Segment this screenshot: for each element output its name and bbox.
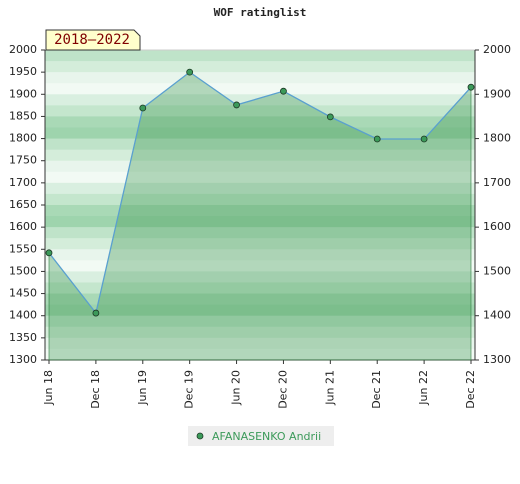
badge-text: 2018–2022 xyxy=(54,32,130,48)
legend-label: AFANASENKO Andrii xyxy=(212,430,321,443)
line xyxy=(48,71,472,315)
background-stripe xyxy=(45,61,475,73)
x-tick-label: Dec 18 xyxy=(89,370,102,409)
y-tick-label: 1400 xyxy=(9,309,37,322)
background-stripe xyxy=(45,293,475,306)
background-stripe xyxy=(45,116,475,128)
y2-tick-label: 1700 xyxy=(483,176,511,189)
badge: 2018–2022 xyxy=(45,29,141,51)
background-stripe xyxy=(45,315,475,328)
legend-box xyxy=(188,426,334,446)
marker xyxy=(45,249,53,257)
y-tick-label: 1800 xyxy=(9,132,37,145)
background-stripe xyxy=(45,193,475,206)
y2-tick-label: 1600 xyxy=(483,220,511,233)
y-tick-label: 1700 xyxy=(9,176,37,189)
background-stripe xyxy=(45,271,475,283)
marker xyxy=(139,104,147,112)
background-stripe xyxy=(45,50,475,62)
y-tick-label: 1350 xyxy=(9,331,37,344)
y-tick-label: 1850 xyxy=(9,109,37,122)
background-stripe xyxy=(45,216,475,228)
y2-tick-label: 1300 xyxy=(483,353,511,366)
marker xyxy=(233,101,240,109)
background-stripe xyxy=(45,238,475,250)
x-tick-label: Dec 19 xyxy=(183,370,196,409)
background-stripe xyxy=(45,304,475,317)
background-stripe xyxy=(45,72,475,84)
y2-tick-label: 1900 xyxy=(483,87,511,100)
y-tick-label: 1950 xyxy=(9,65,37,78)
marker xyxy=(280,87,287,95)
y-tick-label: 1450 xyxy=(9,287,37,300)
x-tick-label: Dec 20 xyxy=(276,370,289,409)
marker xyxy=(92,309,100,317)
x-tick-label: Dec 22 xyxy=(464,370,477,409)
marker xyxy=(326,113,334,121)
x-tick-label: Dec 21 xyxy=(370,370,383,409)
y-tick-label: 1300 xyxy=(9,353,37,366)
x-tick-label: Jun 21 xyxy=(323,370,336,406)
background-stripe xyxy=(45,182,475,195)
background-stripe xyxy=(45,326,475,339)
y2-tick-label: 2000 xyxy=(483,43,511,56)
background-stripe xyxy=(45,337,475,350)
background-stripe xyxy=(45,227,475,239)
background-stripe xyxy=(45,348,475,361)
y-tick-label: 1750 xyxy=(9,154,37,167)
background-stripe xyxy=(45,260,475,272)
y2-tick-label: 1400 xyxy=(483,309,511,322)
x-tick-label: Jun 18 xyxy=(42,370,55,406)
legend-marker xyxy=(196,432,204,440)
marker xyxy=(186,68,194,76)
marker xyxy=(467,83,475,91)
badge-box xyxy=(45,29,141,51)
background-stripe xyxy=(45,282,475,295)
x-tick-label: Jun 22 xyxy=(417,370,430,406)
background-stripe xyxy=(45,171,475,184)
background-stripe xyxy=(45,83,475,95)
x-tick-label: Jun 19 xyxy=(136,370,149,406)
background-stripe xyxy=(45,94,475,106)
y2-tick-label: 1500 xyxy=(483,264,511,277)
marker xyxy=(373,135,381,143)
background-stripe xyxy=(45,249,475,261)
background-stripe xyxy=(45,138,475,151)
chart-title: WOF ratinglist xyxy=(214,6,307,19)
background-stripe xyxy=(45,105,475,117)
background-stripe xyxy=(45,204,475,217)
background-stripe xyxy=(45,149,475,162)
marker xyxy=(420,135,428,143)
y-tick-label: 1550 xyxy=(9,242,37,255)
y-tick-label: 1500 xyxy=(9,264,37,277)
background-stripe xyxy=(45,160,475,173)
y-tick-label: 1650 xyxy=(9,198,37,211)
y2-tick-label: 1800 xyxy=(483,132,511,145)
y-tick-label: 1600 xyxy=(9,220,37,233)
y-tick-label: 2000 xyxy=(9,43,37,56)
y-tick-label: 1900 xyxy=(9,87,37,100)
background-stripe xyxy=(45,127,475,140)
x-tick-label: Jun 20 xyxy=(230,370,243,406)
